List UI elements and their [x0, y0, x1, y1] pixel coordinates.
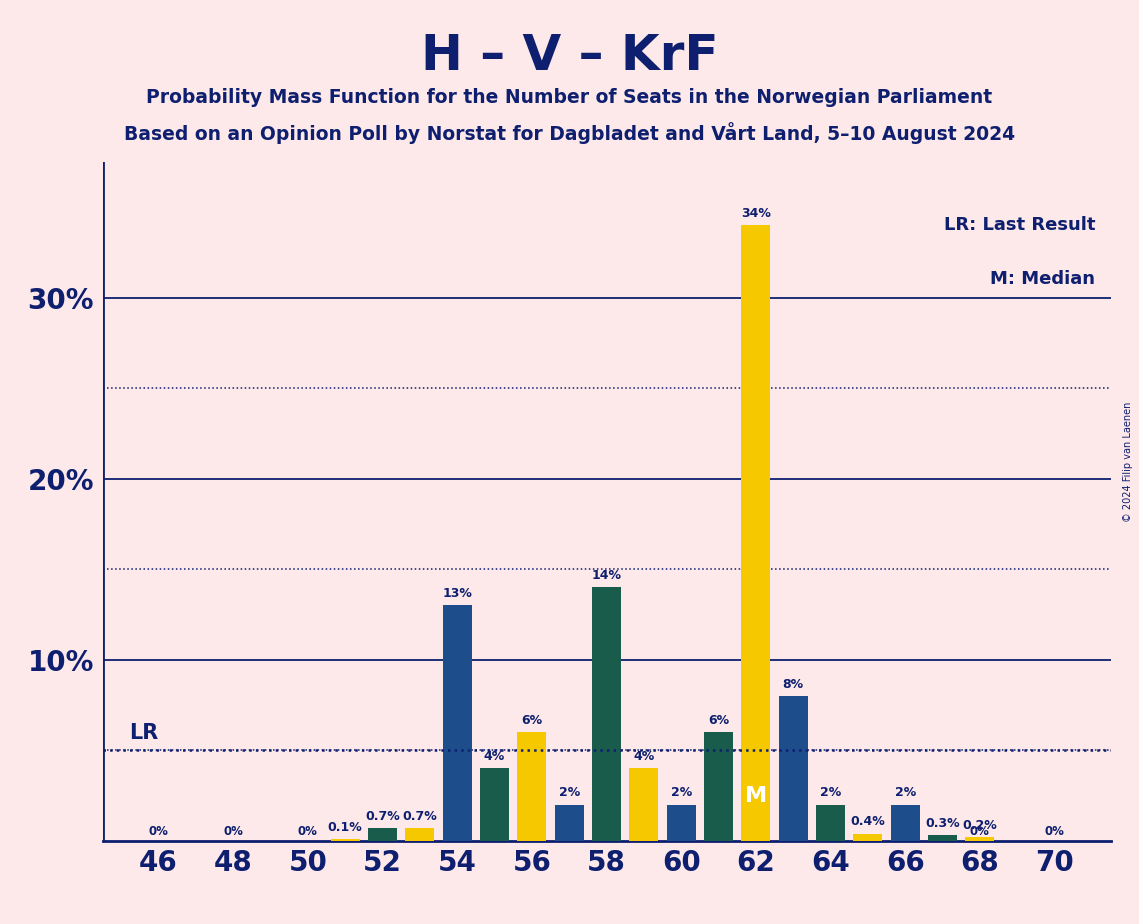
Text: M: M: [745, 785, 767, 806]
Bar: [928, 835, 957, 841]
Text: LR: LR: [129, 723, 158, 743]
Text: Based on an Opinion Poll by Norstat for Dagbladet and Vårt Land, 5–10 August 202: Based on an Opinion Poll by Norstat for …: [124, 122, 1015, 144]
Text: 0.1%: 0.1%: [328, 821, 362, 833]
Bar: [368, 828, 398, 841]
Bar: [891, 805, 920, 841]
Bar: [405, 828, 434, 841]
Text: 0%: 0%: [1044, 825, 1065, 838]
Text: 0%: 0%: [148, 825, 169, 838]
Text: 6%: 6%: [522, 713, 542, 727]
Text: 0%: 0%: [970, 825, 990, 838]
Text: 4%: 4%: [484, 750, 505, 763]
Text: 0%: 0%: [223, 825, 243, 838]
Text: 2%: 2%: [820, 786, 841, 799]
Bar: [853, 833, 883, 841]
Text: 8%: 8%: [782, 677, 804, 690]
Text: LR: Last Result: LR: Last Result: [944, 216, 1096, 234]
Text: © 2024 Filip van Laenen: © 2024 Filip van Laenen: [1123, 402, 1133, 522]
Text: 4%: 4%: [633, 750, 655, 763]
Text: 0.4%: 0.4%: [851, 815, 885, 828]
Bar: [517, 732, 547, 841]
Text: 0.7%: 0.7%: [366, 809, 400, 822]
Bar: [592, 588, 621, 841]
Text: Probability Mass Function for the Number of Seats in the Norwegian Parliament: Probability Mass Function for the Number…: [147, 88, 992, 107]
Bar: [779, 696, 808, 841]
Text: 0.3%: 0.3%: [925, 817, 960, 830]
Bar: [666, 805, 696, 841]
Bar: [555, 805, 584, 841]
Text: 0.2%: 0.2%: [962, 819, 998, 832]
Bar: [629, 769, 658, 841]
Text: 6%: 6%: [708, 713, 729, 727]
Text: 14%: 14%: [591, 569, 622, 582]
Text: 2%: 2%: [894, 786, 916, 799]
Bar: [443, 605, 472, 841]
Text: 13%: 13%: [442, 587, 473, 600]
Bar: [816, 805, 845, 841]
Text: 0.7%: 0.7%: [402, 809, 437, 822]
Text: 2%: 2%: [671, 786, 691, 799]
Text: H – V – KrF: H – V – KrF: [420, 32, 719, 80]
Text: 0%: 0%: [298, 825, 318, 838]
Bar: [704, 732, 734, 841]
Bar: [965, 837, 994, 841]
Text: M: Median: M: Median: [991, 271, 1096, 288]
Text: 34%: 34%: [740, 207, 771, 220]
Bar: [330, 839, 360, 841]
Text: 2%: 2%: [558, 786, 580, 799]
Bar: [480, 769, 509, 841]
Bar: [741, 225, 770, 841]
